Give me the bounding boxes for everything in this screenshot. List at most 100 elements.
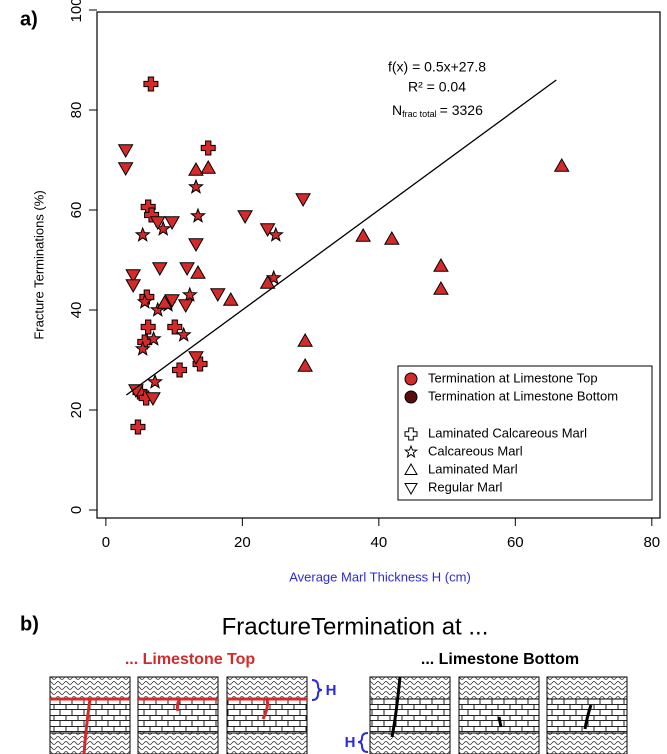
point <box>267 226 284 242</box>
point <box>259 223 276 238</box>
point <box>179 262 195 277</box>
x-tick-label: 80 <box>643 534 660 551</box>
legend-label: Regular Marl <box>428 479 503 494</box>
point <box>125 279 142 294</box>
point <box>355 227 372 242</box>
annotation-part: = 3326 <box>440 102 483 118</box>
annotation-part: frac total <box>402 109 437 119</box>
right-label: ... Limestone Bottom <box>421 651 579 668</box>
legend-label: Calcareous Marl <box>428 443 523 458</box>
y-tick-label: 100 <box>68 0 85 23</box>
point <box>433 257 449 272</box>
legend-label: Laminated Calcareous Marl <box>428 425 587 440</box>
legend-label: Termination at Limestone Bottom <box>428 388 618 403</box>
point <box>200 140 216 156</box>
marl-layer <box>458 732 540 754</box>
point <box>553 157 570 172</box>
point <box>167 319 183 335</box>
point <box>156 294 173 309</box>
marl-layer <box>369 732 451 754</box>
legend-marker <box>404 372 418 386</box>
marl-layer <box>137 676 219 700</box>
point <box>188 161 204 176</box>
annotation: R² = 0.04 <box>408 79 466 95</box>
point <box>192 356 208 372</box>
point <box>433 280 449 295</box>
brace <box>357 732 369 753</box>
legend-marker <box>404 390 418 404</box>
point <box>295 193 311 208</box>
x-axis-label: Average Marl Thickness H (cm) <box>289 569 471 584</box>
point <box>181 286 198 302</box>
annotation-part: N <box>392 102 402 118</box>
point <box>136 293 153 309</box>
marl-layer <box>226 676 308 700</box>
marl-layer <box>546 732 628 754</box>
marl-layer <box>546 676 628 700</box>
point <box>143 76 159 92</box>
marl-layer <box>458 676 540 700</box>
point <box>209 288 226 303</box>
marl-layer <box>137 732 219 754</box>
diagram-title: FractureTermination at ... <box>222 613 489 640</box>
point <box>130 419 146 435</box>
point <box>172 362 188 378</box>
point <box>237 210 253 225</box>
point <box>189 207 207 223</box>
fracture <box>82 698 92 754</box>
point <box>145 392 161 407</box>
point <box>134 340 151 356</box>
fit-line <box>125 79 557 396</box>
y-tick-label: 40 <box>68 302 85 319</box>
y-tick-label: 80 <box>68 102 85 119</box>
annotation: Nfrac total = 3326 <box>392 102 483 120</box>
panel-label: a) <box>20 8 38 30</box>
point <box>297 357 314 372</box>
annotation: f(x) = 0.5x+27.8 <box>388 59 486 75</box>
marl-layer <box>49 732 131 754</box>
point <box>164 216 180 231</box>
y-tick-label: 60 <box>68 202 85 219</box>
point <box>187 178 204 194</box>
marl-layer <box>369 676 451 700</box>
point <box>134 226 151 242</box>
point <box>117 144 134 159</box>
legend-marker <box>404 462 418 475</box>
legend-marker <box>404 427 418 441</box>
y-axis-label: Fracture Terminations (%) <box>31 190 46 339</box>
block-diagrams <box>49 676 628 754</box>
point <box>149 216 166 231</box>
fracture <box>497 716 503 728</box>
legend-label: Termination at Limestone Top <box>428 370 598 385</box>
point <box>259 274 276 289</box>
h-label: H <box>345 734 356 751</box>
panel-label: b) <box>20 613 39 635</box>
point <box>140 319 156 335</box>
legend-marker <box>403 444 419 459</box>
marl-layer <box>49 676 131 700</box>
point <box>188 351 204 366</box>
fracture <box>583 704 593 730</box>
brace <box>311 679 323 701</box>
x-tick-label: 60 <box>507 534 524 551</box>
y-tick-label: 0 <box>68 506 85 514</box>
point <box>177 299 194 314</box>
point <box>146 373 164 389</box>
point <box>117 162 134 177</box>
point <box>190 264 206 279</box>
point <box>125 269 142 284</box>
point <box>139 289 155 305</box>
point <box>383 230 400 245</box>
h-label: H <box>326 682 337 699</box>
x-tick-label: 0 <box>102 534 110 551</box>
fracture <box>261 698 269 720</box>
legend-label: Laminated Marl <box>428 461 518 476</box>
point <box>297 332 314 347</box>
limestone-layer <box>369 698 451 734</box>
x-tick-label: 20 <box>234 534 251 551</box>
marl-layer <box>226 732 308 754</box>
point <box>200 159 217 174</box>
point <box>151 262 168 277</box>
point <box>222 291 239 306</box>
